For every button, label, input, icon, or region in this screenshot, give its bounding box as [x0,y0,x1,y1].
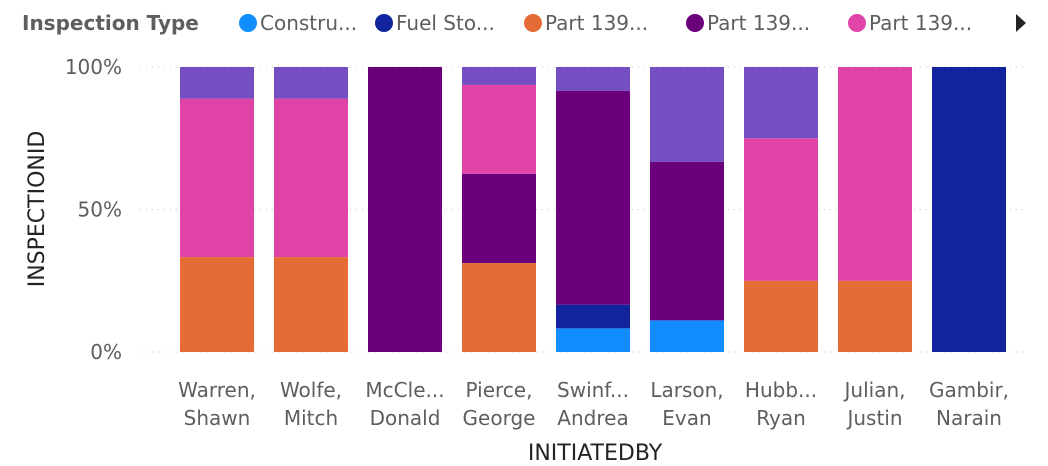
x-tick-label: McCle... [365,378,444,402]
x-tick-label: Larson, [650,378,723,402]
legend-marker [524,14,542,32]
legend-marker [686,14,704,32]
bar-segment[interactable] [556,90,630,305]
x-tick-label: Justin [845,406,902,430]
legend-label: Fuel Sto... [396,11,495,35]
x-tick-label: Donald [370,406,441,430]
legend-item[interactable]: Part 139... [848,11,972,35]
bar-segment[interactable] [368,67,442,352]
x-tick-label: Evan [662,406,711,430]
y-tick-label: 100% [65,55,122,79]
x-tick-label: Pierce, [466,378,533,402]
legend-label: Part 139... [707,11,810,35]
bar-segment[interactable] [932,67,1006,352]
bar-segment[interactable] [744,280,818,352]
legend: Inspection Type Constru... Fuel Sto... Par… [22,11,1026,35]
triangle-right-icon[interactable] [1016,14,1026,32]
y-tick-label: 50% [78,198,122,222]
x-tick-label: Swinf... [557,378,629,402]
x-tick-label: Shawn [184,406,251,430]
legend-label: Part 139... [545,11,648,35]
x-axis-title: INITIATEDBY [528,441,663,466]
legend-label: Constru... [260,11,357,35]
legend-label: Part 139... [869,11,972,35]
y-axis-ticks: 0% 50% 100% [65,55,122,364]
x-tick-label: Andrea [557,406,628,430]
x-tick-label: Narain [936,406,1002,430]
bar-segment[interactable] [462,263,536,352]
bar-segment[interactable] [180,98,254,258]
x-tick-label: Julian, [843,378,906,402]
x-tick-label: Hubb... [745,378,817,402]
bar-segment[interactable] [462,67,536,85]
legend-marker [239,14,257,32]
legend-item[interactable]: Part 139... [524,11,648,35]
bar-segment[interactable] [274,98,348,258]
x-axis-ticks: Warren, Shawn Wolfe, Mitch McCle... Donald Pie… [178,378,1009,430]
bars [180,67,1006,352]
legend-item[interactable]: Constru... [239,11,357,35]
bar-segment[interactable] [462,84,536,174]
bar-segment[interactable] [462,173,536,264]
legend-item[interactable]: Fuel Sto... [375,11,495,35]
bar-segment[interactable] [650,320,724,352]
bar-segment[interactable] [556,67,630,91]
y-axis-title: INSPECTIONID [25,131,50,288]
x-tick-label: Warren, [178,378,256,402]
bar-segment[interactable] [180,67,254,99]
x-tick-label: Ryan [756,406,806,430]
legend-marker [848,14,866,32]
bar-segment[interactable] [744,138,818,281]
bar-segment[interactable] [838,280,912,352]
bar-segment[interactable] [274,257,348,352]
legend-items: Constru... Fuel Sto... Part 139... Part 139… [239,11,972,35]
bar-segment[interactable] [838,67,912,281]
x-tick-label: George [463,406,536,430]
bar-segment[interactable] [556,328,630,352]
legend-title: Inspection Type [22,11,199,35]
bar-segment[interactable] [180,257,254,352]
bar-segment[interactable] [744,67,818,139]
bar-segment[interactable] [556,304,630,329]
x-tick-label: Mitch [284,406,338,430]
bar-segment[interactable] [650,67,724,162]
x-tick-label: Gambir, [929,378,1009,402]
bar-segment[interactable] [650,161,724,321]
y-tick-label: 0% [90,340,122,364]
legend-marker [375,14,393,32]
legend-item[interactable]: Part 139... [686,11,810,35]
x-tick-label: Wolfe, [280,378,342,402]
bar-segment[interactable] [274,67,348,99]
